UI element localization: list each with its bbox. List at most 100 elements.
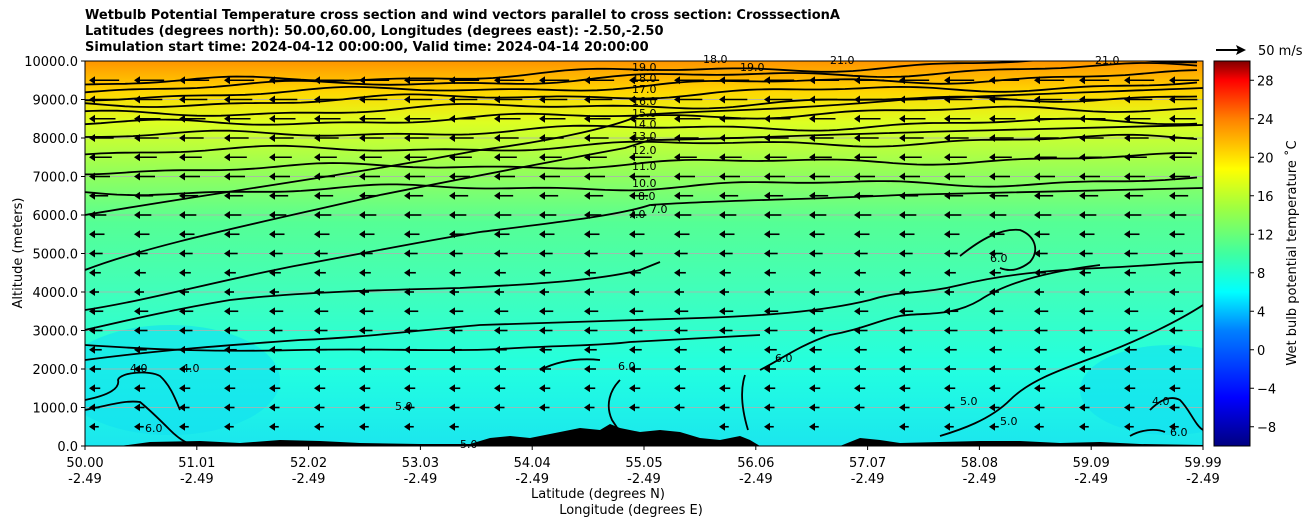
wind-vector: [494, 230, 510, 239]
contour-label: 19.0: [740, 61, 765, 74]
wind-vector: [134, 191, 154, 200]
colorbar-tick-label: 8: [1257, 267, 1265, 282]
wind-vector-head: [314, 345, 320, 354]
wind-vector: [449, 211, 467, 219]
wind-vector: [809, 326, 823, 335]
wind-vector-head: [539, 172, 545, 181]
wind-vector-head: [1124, 307, 1130, 316]
wind-vector: [989, 403, 1000, 412]
wind-vector-head: [809, 76, 815, 85]
wind-vector-head: [1124, 230, 1130, 239]
wind-vector: [1079, 307, 1094, 316]
contour-label: 6.0: [775, 352, 793, 365]
x-axis-label-latitude: Latitude (degrees N): [531, 487, 665, 502]
wind-vector-head: [539, 345, 545, 354]
wind-vector-head: [1034, 172, 1040, 181]
wind-vector: [674, 172, 695, 181]
wind-vector: [944, 134, 969, 142]
wind-vector-head: [134, 422, 140, 431]
wind-key: 50 m/s: [1216, 44, 1303, 59]
wind-vector-head: [809, 134, 815, 142]
wind-vector-head: [1079, 268, 1085, 277]
wind-vector: [764, 95, 793, 104]
wind-vector: [1079, 345, 1092, 354]
x-tick-label-longitude: -2.49: [292, 472, 326, 487]
wind-vector-head: [584, 268, 590, 277]
wind-vector: [404, 422, 414, 431]
x-tick-label-longitude: -2.49: [404, 472, 438, 487]
wind-vector-head: [719, 384, 725, 393]
wind-vector-head: [89, 403, 95, 412]
wind-vector: [854, 114, 881, 123]
wind-vector: [269, 384, 281, 393]
wind-vector: [404, 249, 418, 258]
wind-vector-head: [404, 384, 410, 393]
wind-vector-head: [584, 230, 590, 239]
wind-vector-head: [584, 365, 590, 373]
wind-vector-head: [899, 288, 905, 296]
wind-vector: [539, 76, 570, 85]
wind-vector: [629, 249, 643, 258]
wind-vector-head: [494, 326, 500, 335]
wind-vector: [224, 114, 251, 123]
wind-vector: [899, 249, 913, 258]
wind-vector-head: [764, 95, 770, 104]
wind-vector-head: [269, 268, 275, 277]
wind-vector: [404, 268, 416, 277]
wind-vector: [314, 249, 328, 258]
wind-vector: [809, 307, 824, 316]
wind-vector: [764, 172, 785, 181]
contour-line: [741, 374, 749, 431]
wind-vector-head: [584, 134, 590, 142]
wind-vector-head: [449, 114, 455, 123]
wind-vector: [674, 365, 686, 373]
wind-vector: [809, 95, 838, 104]
wind-vector: [404, 153, 427, 162]
wind-vector: [584, 172, 605, 181]
wind-vector: [674, 134, 699, 142]
wind-vector-head: [629, 249, 635, 258]
wind-vector-head: [764, 365, 770, 373]
wind-vector: [224, 268, 236, 277]
wind-vector-head: [674, 95, 680, 104]
wind-vector-head: [449, 326, 455, 335]
contour-line: [85, 62, 1198, 94]
wind-vector: [899, 384, 911, 393]
wind-vector: [89, 384, 101, 393]
wind-vector-head: [224, 172, 230, 181]
wind-vector: [224, 288, 234, 296]
wind-vector-head: [809, 422, 815, 431]
wind-vector: [1169, 114, 1196, 123]
wind-vector-head: [134, 76, 140, 85]
wind-vector: [1079, 211, 1097, 219]
wind-vector-head: [539, 249, 545, 258]
wind-vector: [944, 230, 960, 239]
wind-vector: [404, 211, 422, 219]
wind-vector: [314, 172, 335, 181]
x-tick-label-latitude: 53.03: [402, 456, 439, 471]
wind-vector-head: [989, 365, 995, 373]
wind-vector: [179, 134, 204, 142]
wind-vector: [269, 326, 283, 335]
wind-vector-head: [134, 211, 140, 219]
wind-vector: [764, 114, 791, 123]
wind-vector-head: [224, 403, 230, 412]
y-tick-label: 7000.0: [33, 171, 79, 186]
wind-vector-head: [1169, 403, 1175, 412]
wind-vector-head: [1034, 153, 1040, 162]
wind-vector: [134, 134, 159, 142]
wind-vector-head: [674, 249, 680, 258]
wind-vector-head: [89, 76, 95, 85]
wind-vector: [719, 365, 731, 373]
wind-vector: [1169, 134, 1194, 142]
wind-vector: [1124, 326, 1138, 335]
x-tick-label-latitude: 57.07: [849, 456, 886, 471]
wind-vector-head: [1034, 134, 1040, 142]
contour-line: [85, 117, 1198, 138]
wind-vector-head: [269, 134, 275, 142]
wind-vector: [629, 172, 650, 181]
wind-vector-head: [1124, 365, 1130, 373]
wind-vector-head: [224, 422, 230, 431]
wind-vector: [854, 230, 870, 239]
x-tick-label-latitude: 59.99: [1184, 456, 1221, 471]
